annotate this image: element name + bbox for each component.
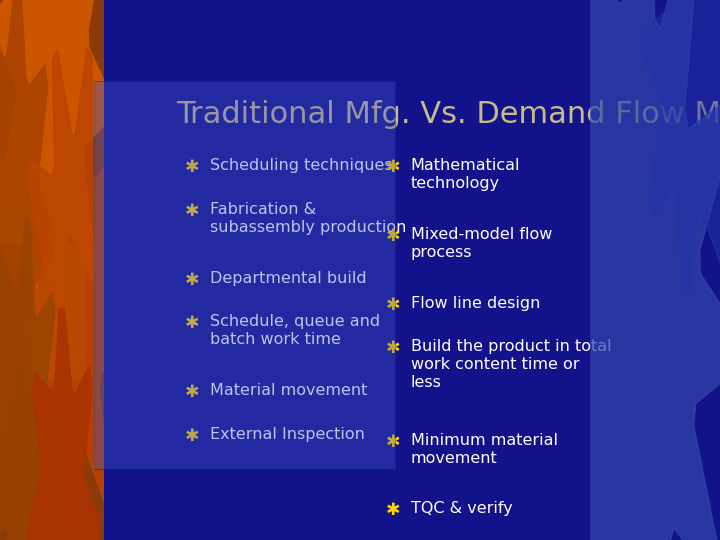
Polygon shape (642, 0, 720, 295)
FancyBboxPatch shape (94, 81, 396, 470)
Text: ✱: ✱ (386, 295, 400, 314)
Polygon shape (27, 308, 99, 540)
Text: ✱: ✱ (185, 314, 199, 332)
Bar (0, 162, 42, 243)
Text: Departmental build: Departmental build (210, 271, 366, 286)
Text: ✱: ✱ (386, 501, 400, 519)
Text: Mixed-model flow
process: Mixed-model flow process (411, 227, 552, 260)
Text: External Inspection: External Inspection (210, 427, 365, 442)
Polygon shape (0, 218, 60, 540)
Text: Mathematical
technology: Mathematical technology (411, 158, 521, 191)
Polygon shape (519, 0, 720, 540)
Text: ✱: ✱ (185, 202, 199, 220)
Polygon shape (24, 48, 123, 540)
Text: TQC & verify: TQC & verify (411, 501, 513, 516)
Text: Build the product in total
work content time or
less: Build the product in total work content … (411, 339, 611, 390)
Text: ✱: ✱ (386, 158, 400, 177)
Text: ✱: ✱ (386, 339, 400, 357)
Text: Schedule, queue and
batch work time: Schedule, queue and batch work time (210, 314, 380, 347)
Text: ✱: ✱ (185, 383, 199, 401)
Text: Fabrication &
subassembly production: Fabrication & subassembly production (210, 202, 406, 235)
Bar (32, 243, 84, 378)
Text: Material movement: Material movement (210, 383, 367, 398)
Text: ✱: ✱ (386, 433, 400, 451)
Polygon shape (0, 0, 54, 430)
Text: ✱: ✱ (185, 271, 199, 288)
Text: ✱: ✱ (185, 158, 199, 177)
Text: ✱: ✱ (386, 227, 400, 245)
Polygon shape (0, 0, 109, 360)
Text: Minimum material
movement: Minimum material movement (411, 433, 558, 466)
Text: ✱: ✱ (185, 427, 199, 444)
Text: Flow line design: Flow line design (411, 295, 540, 310)
Text: Scheduling techniques: Scheduling techniques (210, 158, 392, 173)
Text: Traditional Mfg. Vs. Demand Flow Mfg.: Traditional Mfg. Vs. Demand Flow Mfg. (176, 100, 720, 129)
